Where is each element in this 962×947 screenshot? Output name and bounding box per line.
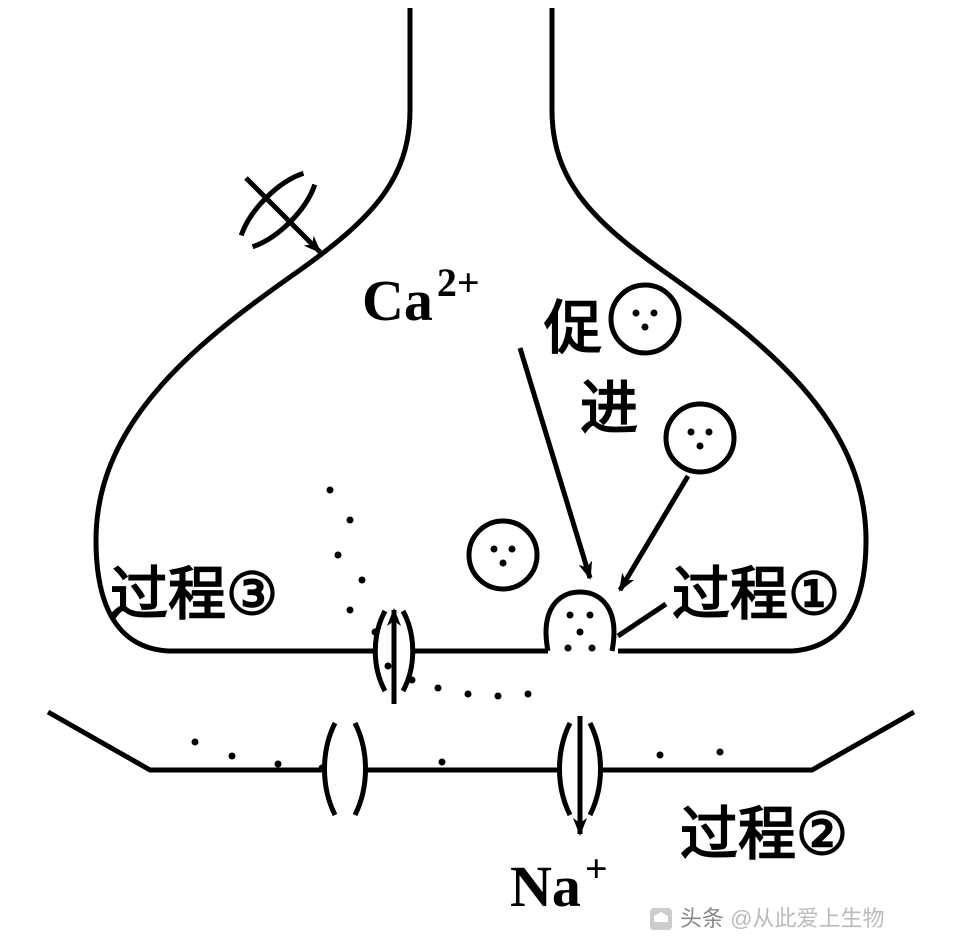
presynaptic-terminal — [96, 8, 866, 651]
vesicle-1 — [611, 285, 679, 353]
postsynaptic-membrane — [48, 712, 914, 770]
process1-label: 过程① — [672, 562, 840, 627]
post-channel-left — [325, 723, 366, 815]
ca-channel — [235, 167, 321, 253]
fusing-vesicle — [546, 592, 614, 652]
neurotransmitter-dots — [192, 487, 724, 772]
process2-label: 过程② — [680, 802, 848, 867]
process3-label: 过程③ — [110, 562, 278, 627]
synapse-diagram: Ca 2+ 促 进 — [0, 0, 962, 947]
promote-label-1: 促 — [543, 296, 602, 361]
process3-channel — [375, 610, 413, 704]
na-ion-label: Na + — [510, 846, 608, 919]
process1-pointer — [618, 604, 666, 636]
vesicle-3 — [469, 521, 537, 589]
svg-text:头条 @从此爱上生物: 头条 @从此爱上生物 — [680, 906, 884, 931]
post-channel-right — [560, 716, 601, 834]
ca-ion-label: Ca 2+ — [362, 260, 480, 333]
promote-label-2: 进 — [580, 376, 638, 441]
vesicle-2 — [666, 404, 734, 472]
watermark: 头条 @从此爱上生物 — [650, 906, 884, 931]
